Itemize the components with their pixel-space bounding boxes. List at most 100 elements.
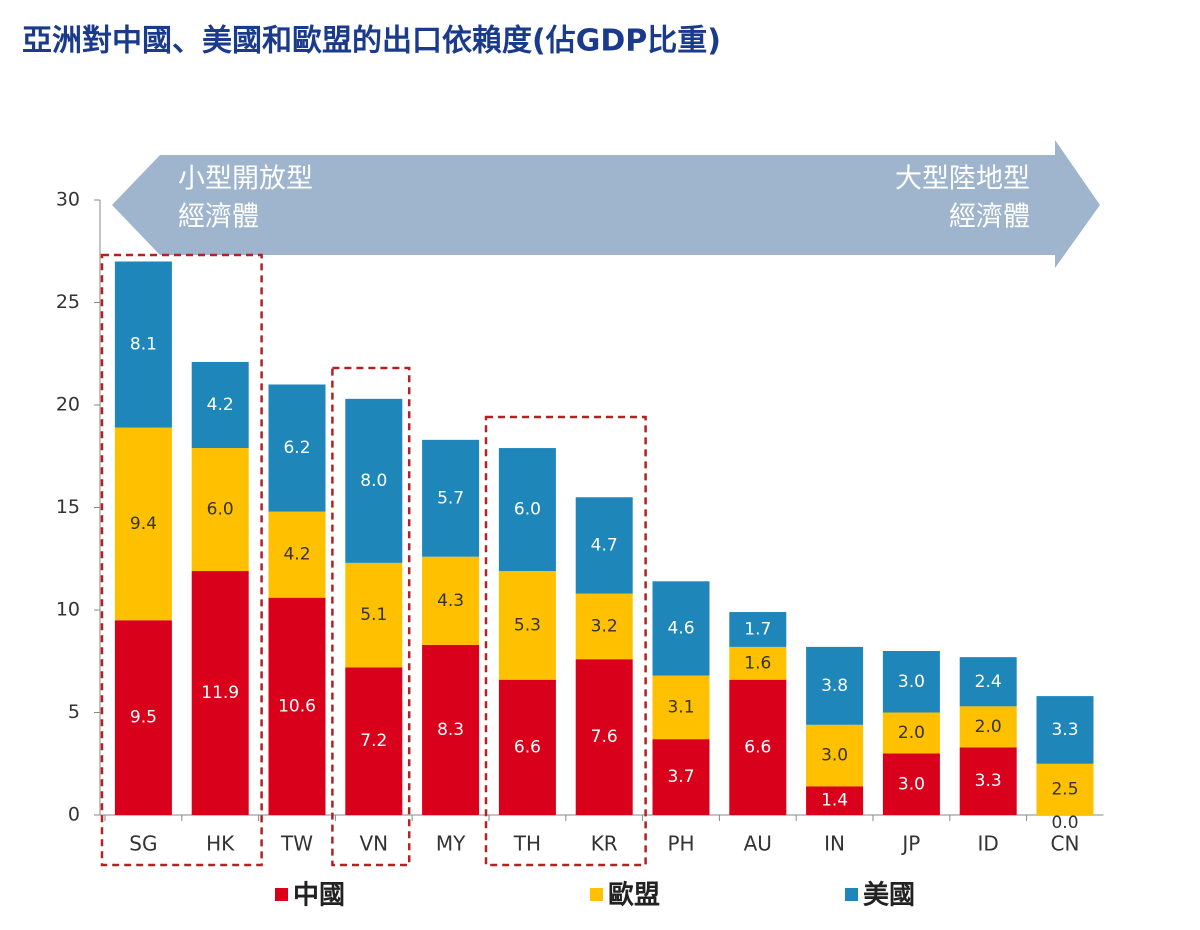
value-label: 1.7 <box>744 619 771 639</box>
bar-segment <box>652 675 710 740</box>
bar-segment <box>114 427 172 621</box>
arrow-label: 經濟體 <box>949 202 1030 233</box>
value-label: 6.0 <box>514 500 541 520</box>
value-label: 5.1 <box>360 605 387 625</box>
value-label: 4.2 <box>283 545 310 565</box>
y-tick-label: 20 <box>56 394 80 416</box>
x-tick-label: SG <box>129 832 157 856</box>
legend-label: 美國 <box>863 880 915 911</box>
bar-segment <box>729 612 787 647</box>
value-label: 11.9 <box>201 683 239 703</box>
value-label: 2.0 <box>898 723 925 743</box>
x-tick-label: MY <box>436 832 466 856</box>
x-tick-label: TW <box>280 832 313 856</box>
value-label: 10.6 <box>278 696 316 716</box>
bar-segment <box>498 679 556 815</box>
value-label: 3.8 <box>821 676 848 696</box>
bar-segment <box>191 571 249 815</box>
value-label: 1.6 <box>744 653 771 673</box>
size-arrow <box>112 140 1100 268</box>
value-label: 3.0 <box>898 672 925 692</box>
y-tick-label: 30 <box>56 189 80 211</box>
bar-segment <box>345 562 403 668</box>
bar-segment <box>345 667 403 815</box>
bar-segment <box>882 651 940 713</box>
value-label: 3.0 <box>821 746 848 766</box>
highlight-box <box>484 415 647 867</box>
value-label: 7.6 <box>591 727 618 747</box>
value-label: 9.5 <box>130 708 157 728</box>
value-label: 8.3 <box>437 720 464 740</box>
value-label: 2.5 <box>1051 779 1078 799</box>
value-label: 4.3 <box>437 591 464 611</box>
bar-segment <box>1036 696 1094 764</box>
x-tick-label: JP <box>900 832 920 856</box>
value-label: 8.0 <box>360 471 387 491</box>
bar-segment <box>268 597 326 815</box>
bar-segment <box>882 753 940 815</box>
legend-swatch <box>275 888 288 901</box>
y-tick-label: 5 <box>68 701 80 723</box>
bar-segment <box>268 384 326 512</box>
legend-label: 歐盟 <box>608 881 660 911</box>
highlight-box <box>331 366 411 867</box>
value-label: 3.1 <box>667 697 694 717</box>
bar-segment <box>114 261 172 428</box>
value-label: 0.0 <box>1051 813 1078 833</box>
value-label: 6.0 <box>207 500 234 520</box>
bar-segment <box>882 712 940 754</box>
value-label: 3.3 <box>975 771 1002 791</box>
x-tick-label: PH <box>667 832 694 856</box>
bar-segment <box>729 646 787 680</box>
value-label: 5.3 <box>514 615 541 635</box>
y-tick-label: 15 <box>56 496 80 518</box>
value-label: 3.3 <box>1051 720 1078 740</box>
value-label: 6.2 <box>283 438 310 458</box>
x-tick-label: TH <box>513 832 541 856</box>
bar-segment <box>345 398 403 563</box>
value-label: 4.7 <box>591 535 618 555</box>
bar-segment <box>652 739 710 815</box>
value-label: 8.1 <box>130 335 157 355</box>
x-tick-label: ID <box>978 832 999 856</box>
y-tick-label: 10 <box>56 599 80 621</box>
bar-segment <box>422 439 480 557</box>
legend-label: 中國 <box>293 881 345 911</box>
y-tick-label: 0 <box>68 804 80 826</box>
value-label: 3.7 <box>667 767 694 787</box>
bar-segment <box>959 657 1017 707</box>
x-tick-label: IN <box>824 832 845 856</box>
bar-segment <box>575 659 633 815</box>
bar-segment <box>729 679 787 815</box>
value-label: 6.6 <box>744 737 771 757</box>
value-label: 2.0 <box>975 717 1002 737</box>
legend-swatch <box>590 888 603 901</box>
legend-swatch <box>845 888 858 901</box>
value-label: 9.4 <box>130 514 157 534</box>
bar-segment <box>959 747 1017 815</box>
bar-segment <box>191 361 249 449</box>
bar-segment <box>191 448 249 572</box>
y-tick-label: 25 <box>56 291 80 313</box>
value-label: 4.6 <box>667 618 694 638</box>
x-tick-label: AU <box>744 832 772 856</box>
value-label: 3.0 <box>898 774 925 794</box>
bar-segment <box>422 644 480 815</box>
value-label: 6.6 <box>514 737 541 757</box>
bar-segment <box>806 786 864 815</box>
value-label: 5.7 <box>437 488 464 508</box>
x-tick-label: VN <box>359 832 388 856</box>
value-label: 3.2 <box>591 616 618 636</box>
value-label: 2.4 <box>975 672 1002 692</box>
bar-segment <box>114 620 172 815</box>
bar-segment <box>268 511 326 598</box>
x-tick-label: CN <box>1051 832 1080 856</box>
bar-segment <box>575 497 633 594</box>
x-tick-label: KR <box>591 832 618 856</box>
bar-segment <box>652 581 710 676</box>
bar-segment <box>422 556 480 645</box>
arrow-label: 小型開放型 <box>178 164 313 195</box>
value-label: 1.4 <box>821 791 848 811</box>
value-label: 7.2 <box>360 731 387 751</box>
